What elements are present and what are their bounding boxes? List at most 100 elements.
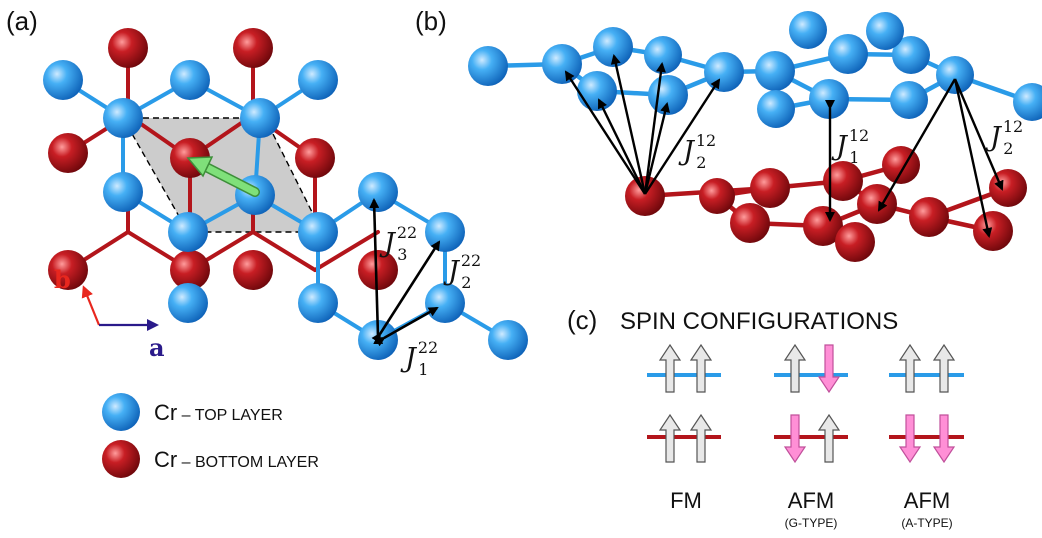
cr-top-atom — [644, 36, 682, 74]
cr-bottom-atom — [170, 250, 210, 290]
cr-top-atom — [43, 60, 83, 100]
j1-22-arrow — [374, 306, 439, 347]
cr-bottom-atom — [233, 250, 273, 290]
cr-top-atom — [577, 71, 617, 111]
cr-top-atom — [755, 51, 795, 91]
config-sub-afm-a: (A-TYPE) — [901, 516, 952, 530]
lattice-axes: b a — [54, 265, 165, 362]
cr-top-atom — [170, 60, 210, 100]
cr-top-atom — [542, 44, 582, 84]
spin-up-arrow — [783, 343, 807, 393]
j2-12-left-arrow — [564, 70, 647, 195]
j2-22-label: J 22 2 — [443, 251, 481, 292]
cr-bottom-atom — [882, 146, 920, 184]
panel-a-lattice: J 22 3 J 22 2 J 22 1 — [43, 28, 528, 379]
cr-bottom-atom — [48, 133, 88, 173]
panel-b-bilayer: J 12 2 J 12 1 J 12 2 — [468, 11, 1042, 262]
j2-12-left-arrow — [597, 98, 647, 195]
magnetic-moment-arrow — [186, 156, 260, 197]
cr-top-atom — [425, 283, 465, 323]
afm-a-spins — [898, 343, 956, 464]
config-name-fm: FM — [670, 488, 702, 513]
spin-up-arrow — [932, 343, 956, 393]
legend-bottom-swatch — [102, 440, 140, 478]
j1-22-label: J 22 1 — [400, 338, 438, 379]
panel-b-top-atoms — [468, 11, 1042, 128]
afm-g-spins — [783, 343, 841, 464]
config-sub-afm-g: (G-TYPE) — [785, 516, 838, 530]
cr-top-atom — [240, 98, 280, 138]
cr-bottom-atom — [625, 176, 665, 216]
cr-top-atom — [892, 36, 930, 74]
config-name-afm-a: AFM — [904, 488, 950, 513]
cr-top-atom — [298, 283, 338, 323]
j2-12-left-label: J 12 2 — [678, 131, 716, 172]
cr-top-atom — [298, 60, 338, 100]
cr-top-atom — [593, 27, 633, 67]
cr-bottom-atom — [835, 222, 875, 262]
spin-down-arrow — [783, 414, 807, 464]
cr-bottom-atom — [699, 178, 735, 214]
cr-top-atom — [704, 52, 744, 92]
cr-bottom-atom — [48, 250, 88, 290]
spin-up-arrow — [817, 413, 841, 463]
cr-top-atom — [936, 56, 974, 94]
spin-down-arrow — [817, 344, 841, 394]
panel-a-coupling-arrows — [369, 198, 441, 347]
cr-top-atom — [757, 90, 795, 128]
legend-top-swatch — [102, 393, 140, 431]
cr-top-atom — [168, 283, 208, 323]
spin-up-arrow — [689, 343, 713, 393]
spin-layer-lines — [647, 373, 964, 439]
panel-b-coupling-arrows — [564, 54, 1004, 238]
cr-bottom-atom — [233, 28, 273, 68]
cr-top-atom — [168, 212, 208, 252]
cr-top-atom — [828, 34, 868, 74]
spin-up-arrow — [689, 413, 713, 463]
j2-12-right-arrow — [953, 78, 1004, 191]
cr-top-atom — [789, 11, 827, 49]
spin-down-arrow — [898, 414, 922, 464]
panel-label-a: (a) — [6, 6, 38, 36]
cr-bottom-atom — [295, 138, 335, 178]
cr-top-atom — [298, 212, 338, 252]
cr-top-atom — [103, 98, 143, 138]
j3-22-label: J 22 3 — [379, 223, 417, 264]
config-name-afm-g: AFM — [788, 488, 834, 513]
spin-up-arrow — [658, 343, 682, 393]
cr-bottom-atom — [108, 28, 148, 68]
a-axis-label: a — [149, 333, 165, 362]
cr-top-atom — [103, 172, 143, 212]
spin-down-arrow — [932, 414, 956, 464]
cr-bottom-atom — [909, 197, 949, 237]
cr-bottom-atom — [750, 168, 790, 208]
cr-top-atom — [468, 46, 508, 86]
cr-top-atom — [866, 12, 904, 50]
j2-12-left-arrow — [643, 62, 666, 195]
j1-12-label: J 12 1 — [831, 126, 869, 167]
legend: Cr – TOP LAYER Cr – BOTTOM LAYER — [102, 393, 319, 478]
j2-12-left-arrow — [643, 78, 721, 195]
panel-label-c: (c) — [567, 305, 597, 335]
panel-label-b: (b) — [415, 6, 447, 36]
j2-12-right-arrow — [877, 78, 957, 212]
cr-top-atom — [488, 320, 528, 360]
cr-top-atom — [648, 75, 688, 115]
cr-top-atom — [809, 79, 849, 119]
cr-bottom-atom — [973, 211, 1013, 251]
legend-bottom-label: Cr – BOTTOM LAYER — [154, 447, 319, 472]
j2-12-right-label: J 12 2 — [985, 117, 1023, 158]
b-axis-arrow — [81, 285, 101, 326]
legend-top-label: Cr – TOP LAYER — [154, 400, 283, 425]
b-axis-label: b — [54, 265, 71, 294]
spin-up-arrow — [658, 413, 682, 463]
spin-up-arrow — [898, 343, 922, 393]
cr-top-atom — [890, 81, 928, 119]
j2-12-left-arrow — [643, 102, 670, 195]
cr-bottom-atom — [730, 203, 770, 243]
j2-12-left-arrow — [610, 54, 647, 195]
panel-c-spin-configurations: SPIN CONFIGURATIONS — [620, 308, 964, 530]
cr-top-atom — [358, 172, 398, 212]
j2-12-right-arrow — [953, 78, 993, 238]
